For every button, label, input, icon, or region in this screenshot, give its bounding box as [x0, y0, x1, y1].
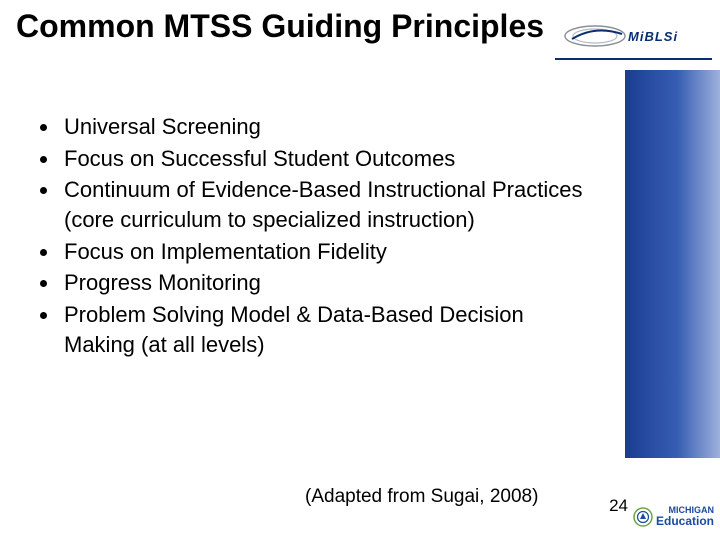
slide-title: Common MTSS Guiding Principles [16, 8, 544, 45]
list-item: Universal Screening [60, 112, 596, 142]
title-rule [555, 58, 712, 60]
page-number: 24 [609, 496, 628, 516]
list-item: Focus on Successful Student Outcomes [60, 144, 596, 174]
list-item: Continuum of Evidence-Based Instructiona… [60, 175, 596, 234]
list-item: Progress Monitoring [60, 268, 596, 298]
slide: Common MTSS Guiding Principles MiBLSi Un… [0, 0, 720, 540]
michigan-education-logo: MICHIGAN Education [632, 506, 714, 528]
svg-text:MiBLSi: MiBLSi [628, 29, 678, 44]
seal-icon [633, 507, 653, 527]
side-gradient-strip [625, 70, 720, 458]
swoosh-logo: MiBLSi [560, 19, 710, 53]
bullet-list: Universal Screening Focus on Successful … [36, 112, 596, 362]
logo-line-2: Education [656, 515, 714, 528]
list-item: Focus on Implementation Fidelity [60, 237, 596, 267]
citation: (Adapted from Sugai, 2008) [305, 486, 538, 508]
list-item: Problem Solving Model & Data-Based Decis… [60, 300, 596, 359]
